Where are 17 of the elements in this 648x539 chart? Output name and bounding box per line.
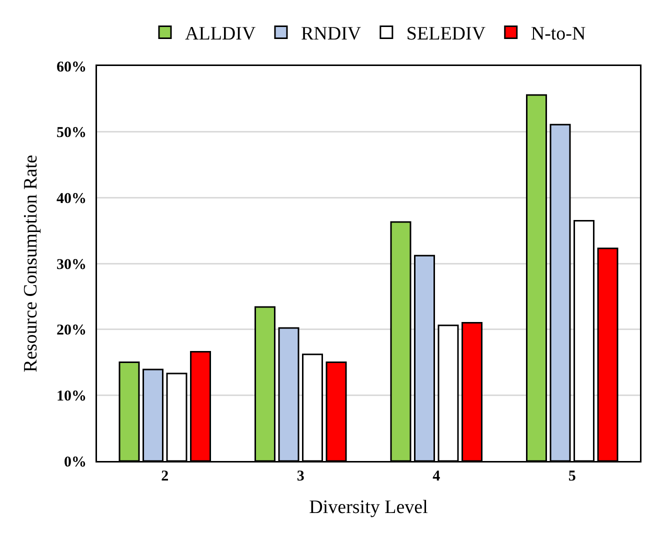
x-tick-label: 4 [432, 468, 441, 484]
y-axis-title: Resource Consumption Rate [20, 154, 42, 372]
y-tick-label: 30% [56, 256, 86, 273]
x-tick-label: 3 [296, 468, 304, 484]
y-tick-label: 50% [56, 125, 86, 142]
legend-label: SELEDIV [406, 24, 486, 45]
legend-label: ALLDIV [185, 24, 256, 45]
y-tick-label: 10% [56, 388, 86, 404]
y-tick-label: 60% [56, 59, 86, 76]
x-axis-title: Diversity Level [309, 497, 428, 518]
y-tick-label: 20% [56, 322, 86, 339]
legend-label: RNDIV [300, 24, 362, 45]
x-tick-label: 5 [568, 468, 576, 484]
x-tick-label: 2 [161, 468, 169, 484]
legend-label: N-to-N [530, 24, 586, 45]
y-tick-label: 0% [64, 454, 86, 470]
y-tick-label: 40% [56, 190, 86, 207]
